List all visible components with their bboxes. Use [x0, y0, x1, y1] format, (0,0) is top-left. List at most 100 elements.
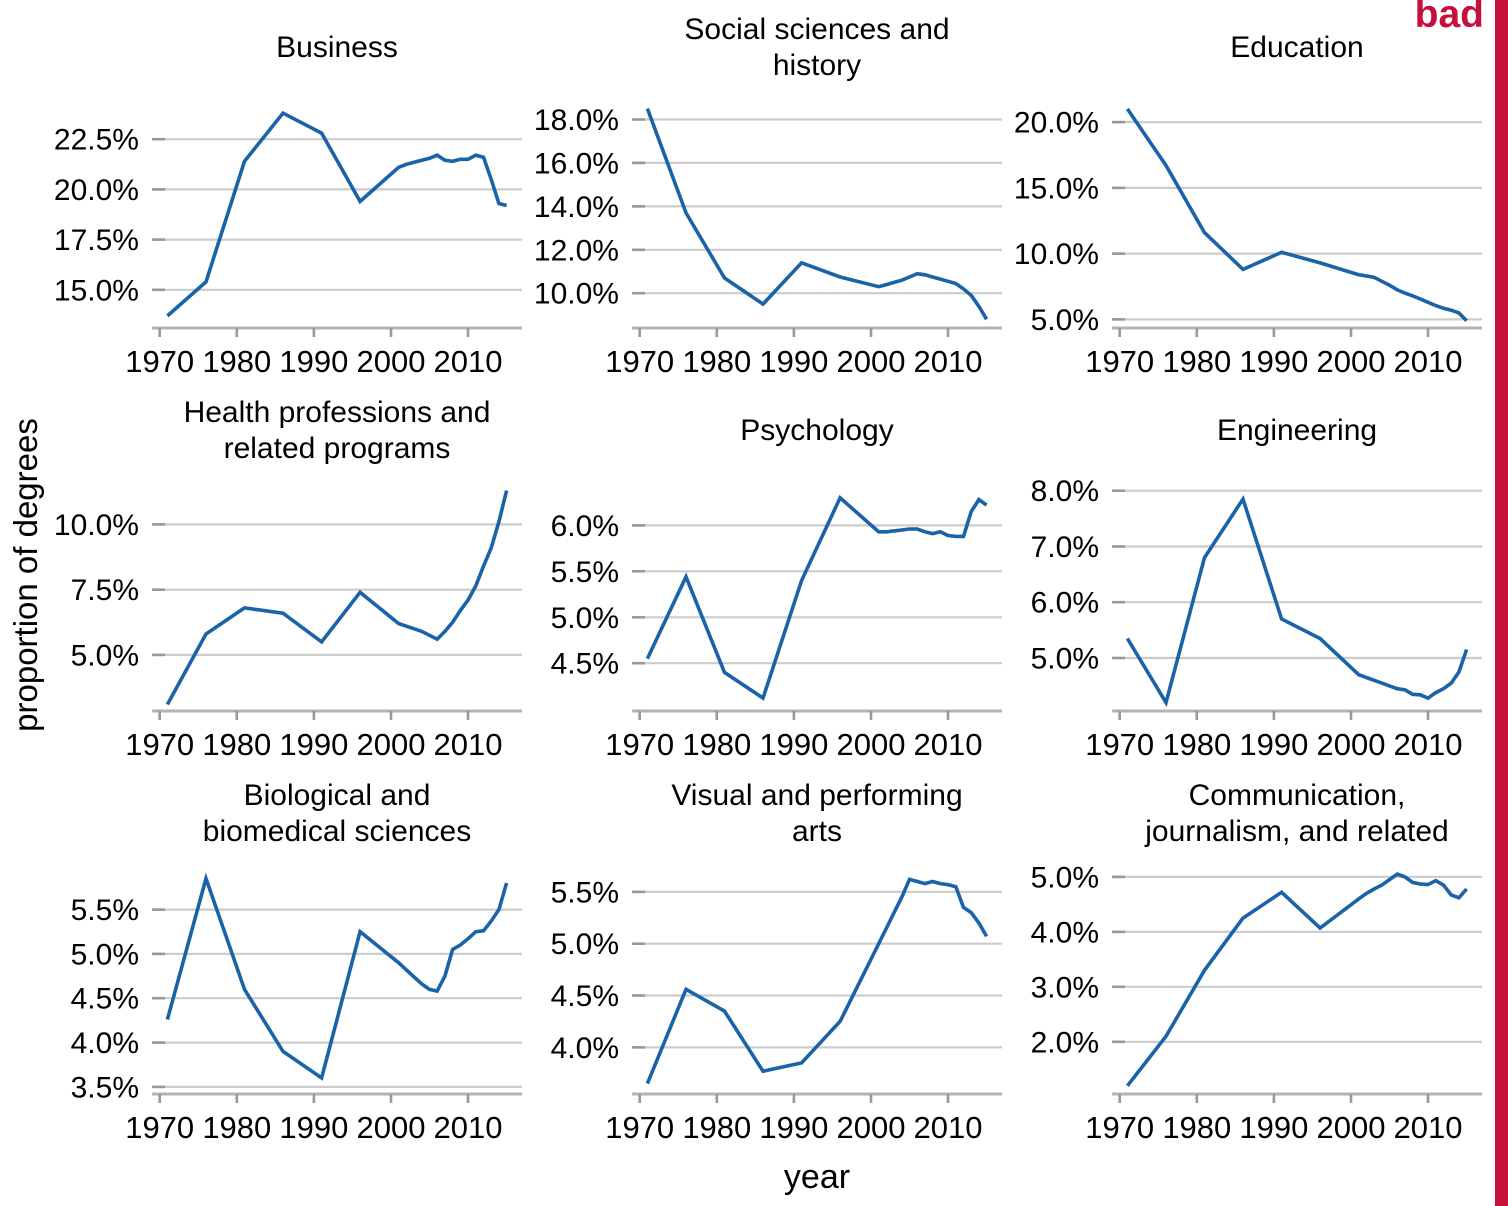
y-tick-label: 14.0%	[534, 191, 619, 224]
y-tick-label: 7.0%	[1031, 531, 1099, 564]
x-tick-label: 1970	[125, 1110, 194, 1145]
y-tick-label: 15.0%	[1014, 172, 1099, 205]
x-tick-label: 1990	[279, 344, 348, 379]
line-chart-health-professions: 5.0% 7.5% 10.0% 1970 1980 1990 2000 2010	[52, 478, 532, 766]
data-line	[1125, 872, 1468, 1087]
y-tick-label: 5.5%	[551, 556, 619, 589]
x-tick-label: 2010	[914, 727, 983, 762]
x-tick-label: 1970	[605, 727, 674, 762]
chart-panel-engineering: Engineering 5.0% 6.0% 7.0% 8.0% 1970 1980 1990…	[1012, 383, 1492, 766]
x-tick-label: 2000	[1317, 1110, 1386, 1145]
chart-title: Engineering	[1216, 413, 1378, 447]
line-chart-svg: 5.0% 10.0% 15.0% 20.0% 1970 1980 1990 2000 2010	[1014, 107, 1482, 379]
data-line	[1125, 107, 1468, 323]
y-tick-label: 5.0%	[1031, 861, 1099, 894]
chart-panel-education: Education 5.0% 10.0% 15.0% 20.0% 1970 1980 199…	[1012, 0, 1492, 383]
x-tick-label: 2000	[357, 1110, 426, 1145]
y-tick-label: 4.5%	[71, 983, 139, 1016]
data-line	[166, 110, 508, 318]
x-tick-label: 1980	[1162, 344, 1231, 379]
y-tick-label: 20.0%	[1014, 107, 1099, 140]
y-tick-label: 4.5%	[551, 648, 619, 681]
x-tick-label: 1980	[202, 1110, 271, 1145]
y-tick-label: 10.0%	[54, 509, 139, 542]
y-tick-label: 4.0%	[1031, 916, 1099, 949]
x-tick-label: 1970	[1085, 344, 1154, 379]
data-line	[165, 490, 509, 706]
x-tick-label: 2000	[357, 344, 426, 379]
y-tick-label: 4.5%	[551, 980, 619, 1013]
line-chart-svg: 4.0% 4.5% 5.0% 5.5% 1970 1980 1990 2000 2010	[551, 876, 1002, 1145]
y-tick-label: 5.0%	[71, 938, 139, 971]
line-chart-education: 5.0% 10.0% 15.0% 20.0% 1970 1980 1990 2000 2010	[1012, 95, 1492, 383]
line-chart-business: 15.0% 17.5% 20.0% 22.5% 1970 1980 1990 2000 2010	[52, 95, 532, 383]
chart-panel-business: Business 15.0% 17.5% 20.0% 22.5% 1970 1980 199…	[52, 0, 532, 383]
x-tick-label: 1990	[759, 1110, 828, 1145]
chart-panel-social-sciences: Social sciences and history 10.0% 12.0% 14…	[532, 0, 1012, 383]
y-tick-label: 12.0%	[534, 234, 619, 267]
chart-panel-health-professions: Health professions and related programs …	[52, 383, 532, 766]
y-tick-label: 8.0%	[1031, 475, 1099, 508]
y-tick-label: 5.0%	[551, 602, 619, 635]
data-line	[645, 877, 989, 1085]
line-chart-engineering: 5.0% 6.0% 7.0% 8.0% 1970 1980 1990 2000 2010	[1012, 475, 1492, 766]
y-tick-label: 17.5%	[54, 224, 139, 257]
x-tick-label: 2010	[914, 344, 983, 379]
x-tick-label: 1980	[202, 344, 271, 379]
x-tick-label: 2000	[837, 1110, 906, 1145]
chart-title: Communication, journalism, and related	[1145, 779, 1449, 848]
x-tick-label: 1980	[1162, 727, 1231, 762]
bad-stamp: bad	[1414, 0, 1484, 36]
y-tick-label: 18.0%	[534, 104, 619, 137]
y-tick-label: 5.5%	[71, 894, 139, 927]
line-chart-svg: 15.0% 17.5% 20.0% 22.5% 1970 1980 1990 2000 2010	[54, 110, 522, 379]
x-tick-label: 2010	[1394, 344, 1463, 379]
x-tick-label: 1970	[125, 727, 194, 762]
y-tick-label: 6.0%	[551, 510, 619, 543]
x-tick-label: 2000	[357, 727, 426, 762]
x-tick-label: 1970	[125, 344, 194, 379]
panel-grid: Business 15.0% 17.5% 20.0% 22.5% 1970 1980 199…	[52, 0, 1492, 1206]
chart-title: Visual and performing arts	[671, 779, 963, 848]
chart-title: Social sciences and history	[684, 13, 950, 82]
y-tick-label: 20.0%	[54, 174, 139, 207]
x-tick-label: 1980	[682, 344, 751, 379]
x-tick-label: 1980	[682, 1110, 751, 1145]
x-tick-label: 1970	[605, 1110, 674, 1145]
data-line	[165, 872, 509, 1081]
line-chart-svg: 4.5% 5.0% 5.5% 6.0% 1970 1980 1990 2000 2010	[551, 494, 1002, 762]
y-tick-label: 4.0%	[71, 1027, 139, 1060]
chart-title: Biological and biomedical sciences	[202, 779, 472, 848]
shared-y-axis-label: proportion of degrees	[7, 417, 44, 732]
x-tick-label: 2000	[837, 727, 906, 762]
x-tick-label: 1970	[1085, 727, 1154, 762]
y-tick-label: 10.0%	[534, 278, 619, 311]
x-tick-label: 1990	[759, 344, 828, 379]
y-tick-label: 7.5%	[71, 574, 139, 607]
chart-title: Education	[1230, 30, 1364, 64]
y-tick-label: 10.0%	[1014, 238, 1099, 271]
line-chart-biological-sciences: 3.5% 4.0% 4.5% 5.0% 5.5% 1970 1980 1990 2000 2010	[52, 861, 532, 1149]
line-chart-svg: 10.0% 12.0% 14.0% 16.0% 18.0% 1970 1980 1990 200…	[534, 104, 1002, 379]
line-chart-svg: 5.0% 7.5% 10.0% 1970 1980 1990 2000 2010	[54, 490, 522, 762]
x-tick-label: 2010	[914, 1110, 983, 1145]
x-tick-label: 1990	[1239, 1110, 1308, 1145]
data-line	[645, 107, 989, 321]
data-line	[1125, 494, 1469, 708]
x-tick-label: 1980	[682, 727, 751, 762]
x-tick-label: 2000	[1317, 344, 1386, 379]
x-tick-label: 2010	[1394, 727, 1463, 762]
y-tick-label: 5.5%	[551, 876, 619, 909]
x-tick-label: 2010	[434, 344, 503, 379]
x-tick-label: 1970	[605, 344, 674, 379]
y-tick-label: 5.0%	[71, 639, 139, 672]
x-tick-label: 2000	[1317, 727, 1386, 762]
line-chart-svg: 3.5% 4.0% 4.5% 5.0% 5.5% 1970 1980 1990 2000 2010	[71, 872, 522, 1145]
x-tick-label: 2000	[837, 344, 906, 379]
x-tick-label: 1990	[1239, 344, 1308, 379]
chart-panel-biological-sciences: Biological and biomedical sciences 3.5% 4…	[52, 766, 532, 1149]
data-line	[645, 494, 988, 701]
y-tick-label: 5.0%	[1031, 643, 1099, 676]
chart-panel-psychology: Psychology 4.5% 5.0% 5.5% 6.0% 1970 1980 1990 2…	[532, 383, 1012, 766]
line-chart-svg: 5.0% 6.0% 7.0% 8.0% 1970 1980 1990 2000 2010	[1031, 475, 1482, 762]
